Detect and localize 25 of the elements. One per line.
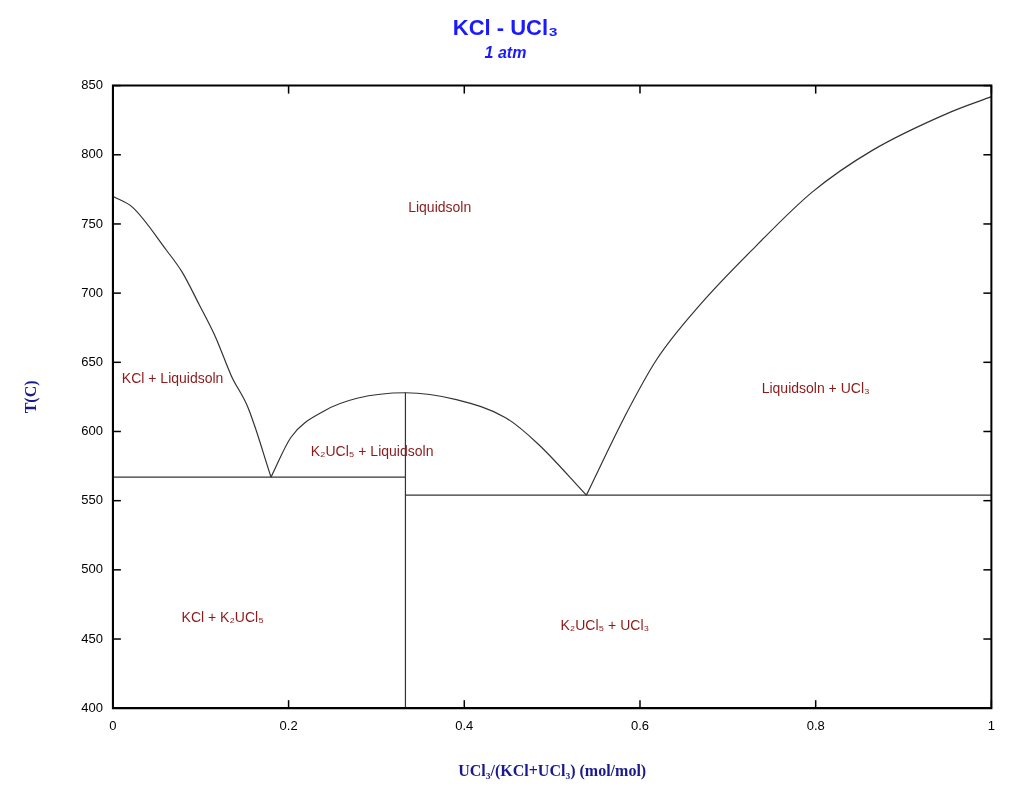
annotation: KCl + K₂UCl₅ xyxy=(181,608,264,625)
y-tick-label: 400 xyxy=(81,699,103,715)
annotation: K₂UCl₅ + UCl₃ xyxy=(560,617,650,634)
y-tick-label: 600 xyxy=(81,423,103,439)
y-tick-label: 650 xyxy=(81,353,103,369)
annotation: Liquidsoln + UCl₃ xyxy=(761,380,870,397)
chart-title: KCl - UCl₃ xyxy=(452,15,559,41)
y-tick-label: 850 xyxy=(81,77,103,93)
x-tick-label: 0.2 xyxy=(279,717,298,733)
x-tick-label: 0.8 xyxy=(806,717,825,733)
y-tick-label: 700 xyxy=(81,284,103,300)
y-tick-label: 550 xyxy=(81,492,103,508)
y-tick-label: 750 xyxy=(81,215,103,231)
annotation: KCl + Liquidsoln xyxy=(121,369,224,386)
x-tick-label: 0.6 xyxy=(630,717,650,733)
y-tick-label: 500 xyxy=(81,561,103,577)
y-axis-title: T(C) xyxy=(21,380,40,414)
y-tick-label: 450 xyxy=(81,630,103,646)
x-tick-label: 1 xyxy=(987,717,995,733)
x-tick-label: 0.4 xyxy=(455,717,474,733)
y-tick-label: 800 xyxy=(81,146,103,162)
annotation: Liquidsoln xyxy=(408,199,472,216)
x-axis-title: UCl₃/(KCl+UCl₃) (mol/mol) xyxy=(458,761,647,780)
x-tick-label: 0 xyxy=(109,717,117,733)
chart-subtitle: 1 atm xyxy=(484,44,527,62)
